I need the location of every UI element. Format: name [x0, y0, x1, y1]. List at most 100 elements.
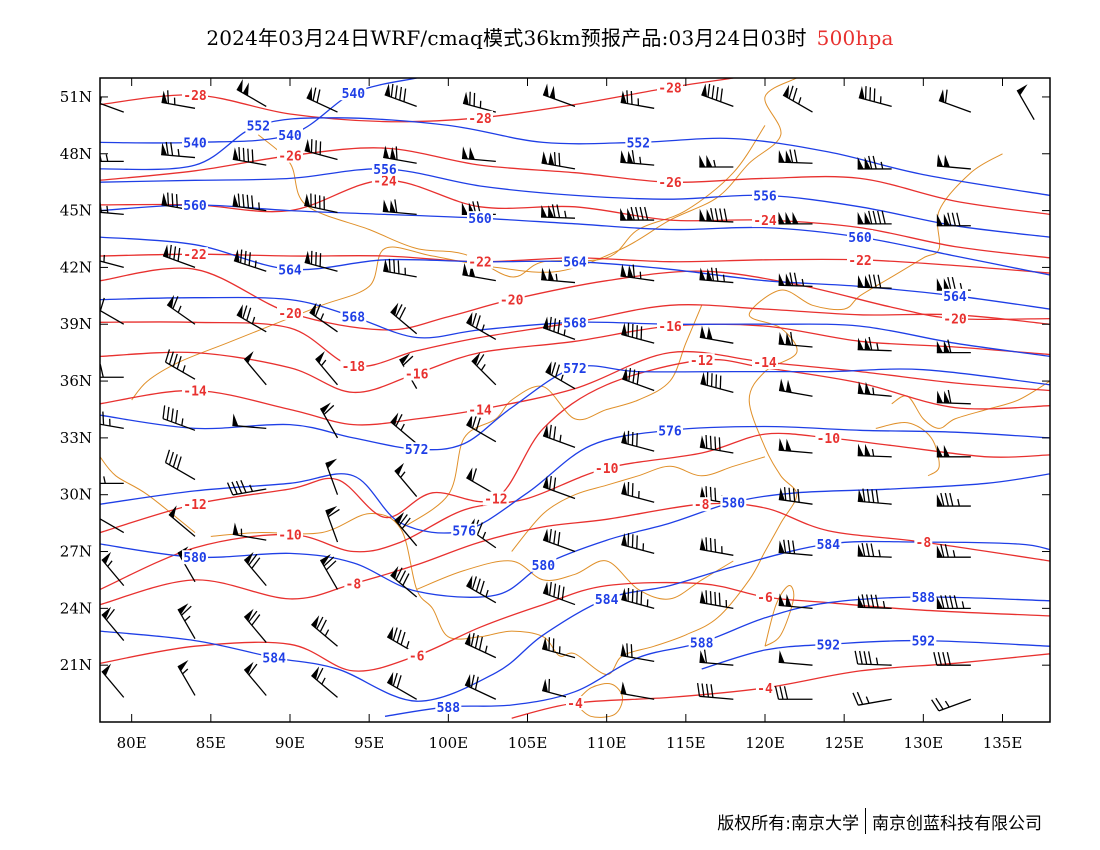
lon-tick-label: 115E	[666, 734, 706, 752]
wind-barb	[383, 145, 417, 164]
wind-barb	[933, 652, 971, 666]
lon-tick-label: 110E	[587, 734, 627, 752]
contour-line	[100, 581, 1050, 672]
wind-barb	[778, 438, 813, 454]
wind-barb	[390, 565, 418, 598]
wind-barb	[466, 414, 497, 443]
wind-barb	[778, 593, 813, 610]
wind-barb	[620, 90, 655, 109]
lon-tick-label: 120E	[745, 734, 785, 752]
wind-barb	[699, 537, 734, 556]
contour-label: -12	[484, 492, 507, 507]
wind-barb	[304, 193, 338, 214]
contour-label: -8	[346, 578, 362, 593]
contour-label-bg	[752, 188, 778, 203]
wind-barb	[857, 274, 892, 289]
wind-barb	[778, 487, 813, 505]
contour-label-bg	[344, 576, 363, 591]
contour-label: 556	[373, 163, 397, 178]
contour-line	[100, 117, 1050, 197]
wind-barb	[304, 139, 338, 161]
contour-label-bg	[657, 423, 683, 438]
contour-label: 572	[405, 443, 428, 458]
contour-line	[100, 425, 1050, 534]
contour-label-bg	[688, 353, 715, 368]
wind-barb	[382, 199, 417, 216]
contour-label-layer: -28 -28 -28 -26 -26 -24 -24 -22 -22 -22 -20 -20 -20 -…	[182, 80, 968, 716]
wind-barb	[309, 302, 338, 333]
wind-barb	[233, 249, 267, 272]
wind-barb	[542, 475, 576, 500]
wind-barb	[325, 458, 339, 495]
wind-barb	[100, 254, 124, 269]
wind-barb	[461, 146, 496, 162]
chart-title: 2024年03月24日WRF/cmaq模式36km预报产品:03月24日03时 5…	[0, 22, 1100, 51]
boundary-line	[400, 305, 703, 530]
wind-barb	[857, 543, 892, 558]
boundary-line	[210, 153, 1003, 676]
wind-barb	[311, 615, 338, 647]
wind-barb	[700, 372, 734, 394]
wind-barb	[858, 86, 892, 108]
wind-barb	[857, 336, 892, 352]
wind-barb	[696, 683, 734, 700]
wind-barb	[857, 594, 892, 610]
wind-barb	[936, 544, 971, 558]
wind-barb	[243, 608, 267, 643]
contour-label-bg	[752, 213, 778, 228]
contour-label: -10	[278, 528, 302, 543]
contour-label: 592	[912, 635, 935, 650]
lat-tick-label: 24N	[60, 599, 92, 617]
contour-label: -28	[183, 89, 207, 104]
contour-label-bg	[942, 288, 968, 303]
footer-divider	[865, 808, 866, 834]
wind-barb	[936, 276, 971, 291]
wind-barb	[177, 603, 196, 639]
contour-label-bg	[692, 497, 711, 512]
contour-label-bg	[245, 118, 272, 133]
contour-label: -20	[500, 294, 524, 309]
contour-label: 564	[563, 256, 587, 271]
wind-barb	[621, 322, 655, 344]
contour-label-bg	[182, 197, 208, 212]
wind-barb	[699, 590, 734, 609]
contour-line	[100, 365, 1050, 451]
contour-label: 584	[595, 593, 619, 608]
contour-label-bg	[847, 252, 873, 267]
contour-label-bg	[562, 254, 588, 269]
wind-barb	[100, 505, 125, 534]
contour-label-bg	[277, 262, 303, 277]
wind-barb	[778, 650, 813, 666]
contour-label-bg	[277, 148, 303, 163]
contour-line	[100, 147, 1050, 216]
wind-barb	[545, 361, 576, 390]
lat-tick-label: 45N	[60, 202, 92, 220]
contour-label-bg	[657, 319, 683, 334]
contour-label-bg	[403, 366, 430, 381]
wind-barb	[540, 204, 576, 219]
wind-barb	[542, 424, 576, 448]
contour-label: 568	[563, 316, 587, 331]
contour-label-bg	[562, 315, 588, 330]
wind-barb	[936, 154, 971, 170]
wind-barb	[857, 488, 892, 505]
contour-label: 584	[262, 652, 286, 667]
wind-barb	[699, 155, 734, 168]
contour-line	[100, 168, 1050, 238]
contour-line	[100, 267, 1050, 331]
wind-barb	[243, 661, 267, 696]
wind-barb	[100, 296, 125, 325]
contour-label: 556	[753, 189, 777, 204]
contour-label-bg	[182, 383, 208, 398]
lon-tick-label: 100E	[429, 734, 469, 752]
contour-label-bg	[914, 535, 933, 550]
footer: 版权所有:南京大学 南京创蓝科技有限公司	[717, 808, 1042, 834]
lon-tick-label: 95E	[354, 734, 384, 752]
contour-line	[100, 179, 1050, 259]
copyright-text: 版权所有:南京大学	[717, 813, 859, 834]
contour-label: -6	[409, 650, 425, 665]
wind-barb	[620, 681, 655, 700]
contour-label: 592	[817, 638, 840, 653]
contour-label: -20	[278, 307, 302, 322]
wind-barb	[232, 522, 267, 541]
